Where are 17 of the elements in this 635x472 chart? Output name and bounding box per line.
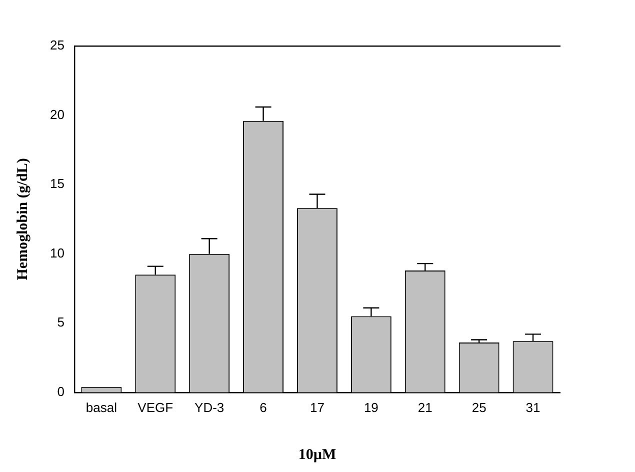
y-tick-label: 15	[50, 176, 64, 192]
y-tick-label: 5	[57, 314, 64, 330]
x-tick-label: 25	[472, 400, 486, 415]
x-tick-label: YD-3	[194, 400, 224, 415]
y-tick-label: 0	[57, 384, 64, 399]
x-tick-label: 21	[418, 400, 432, 415]
x-tick-label: 19	[364, 400, 378, 415]
x-axis-title: 10µM	[298, 446, 336, 463]
y-tick-label: 10	[50, 245, 64, 260]
x-tick-label: basal	[86, 400, 118, 415]
x-tick-label: 31	[526, 400, 540, 415]
x-tick-label: 17	[310, 400, 324, 415]
y-tick-label: 25	[50, 38, 64, 53]
y-tick-label: 20	[50, 106, 64, 122]
x-tick-label: VEGF	[138, 400, 174, 415]
x-tick-label: 6	[260, 400, 267, 415]
y-axis-title: Hemoglobin (g/dL)	[14, 158, 31, 280]
